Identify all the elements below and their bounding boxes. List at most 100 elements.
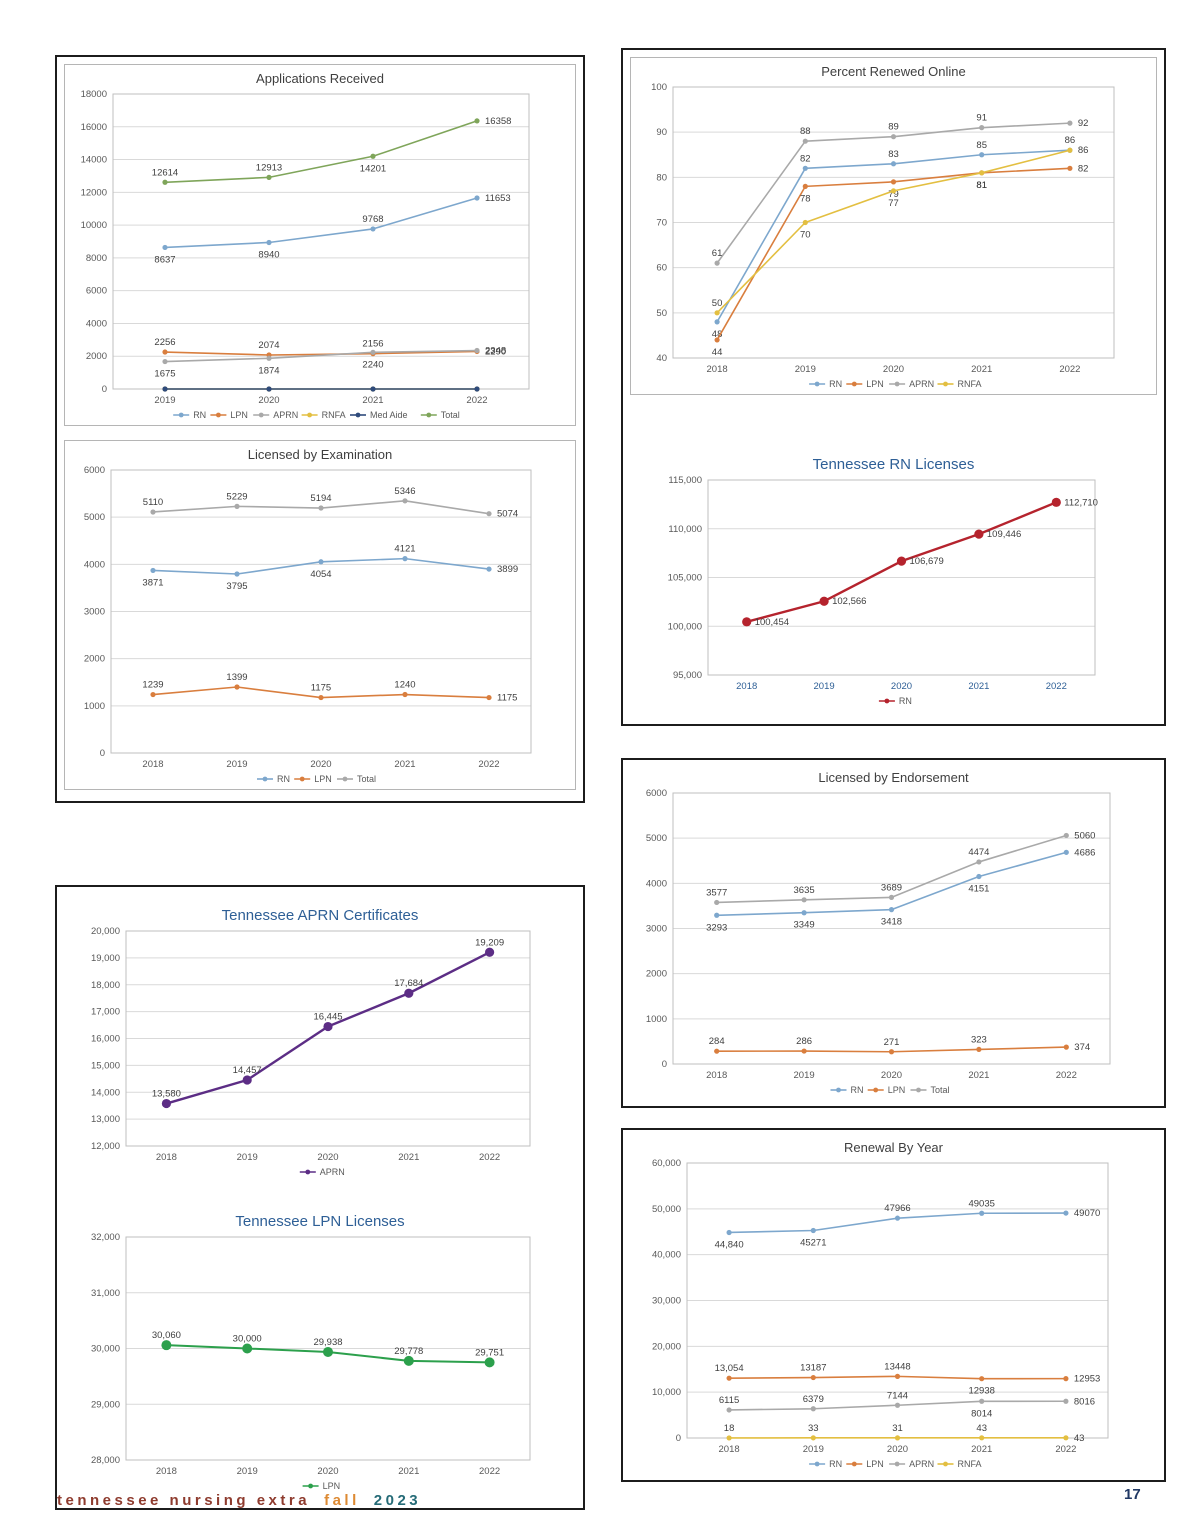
svg-text:44,840: 44,840: [715, 1239, 744, 1250]
svg-text:LPN: LPN: [314, 774, 332, 784]
svg-text:1239: 1239: [142, 680, 163, 691]
svg-text:70: 70: [800, 230, 811, 241]
svg-text:4151: 4151: [968, 884, 989, 895]
svg-text:8940: 8940: [258, 249, 279, 260]
svg-text:2022: 2022: [1055, 1444, 1076, 1455]
svg-text:2020: 2020: [317, 1152, 338, 1163]
svg-text:4000: 4000: [84, 559, 105, 570]
svg-text:2019: 2019: [795, 364, 816, 375]
svg-text:14201: 14201: [360, 163, 386, 174]
svg-text:Renewal By Year: Renewal By Year: [844, 1140, 944, 1155]
svg-text:16358: 16358: [485, 116, 511, 127]
svg-text:2022: 2022: [1056, 1070, 1077, 1081]
svg-text:3349: 3349: [794, 920, 815, 931]
svg-text:1399: 1399: [226, 672, 247, 683]
svg-text:5000: 5000: [84, 512, 105, 523]
page-number: 17: [1124, 1486, 1141, 1503]
svg-text:LPN: LPN: [866, 379, 884, 389]
svg-text:10000: 10000: [81, 220, 107, 231]
svg-text:30,000: 30,000: [233, 1334, 262, 1345]
svg-text:LPN: LPN: [323, 1481, 341, 1491]
svg-text:16,445: 16,445: [313, 1012, 342, 1023]
svg-text:16,000: 16,000: [91, 1034, 120, 1045]
svg-text:16000: 16000: [81, 122, 107, 133]
svg-text:APRN: APRN: [320, 1167, 345, 1177]
svg-text:2021: 2021: [398, 1152, 419, 1163]
svg-text:49035: 49035: [968, 1198, 994, 1209]
svg-text:4000: 4000: [86, 318, 107, 329]
svg-text:5074: 5074: [497, 509, 518, 520]
svg-text:1874: 1874: [258, 365, 279, 376]
svg-text:100,000: 100,000: [668, 621, 702, 632]
svg-text:13,000: 13,000: [91, 1114, 120, 1125]
svg-text:32,000: 32,000: [91, 1232, 120, 1243]
svg-text:106,679: 106,679: [910, 556, 944, 567]
svg-text:70: 70: [656, 218, 667, 229]
svg-text:2000: 2000: [646, 969, 667, 980]
svg-text:13187: 13187: [800, 1363, 826, 1374]
svg-text:2019: 2019: [237, 1152, 258, 1163]
chart-tennessee-aprn-certificates: Tennessee APRN Certificates 12,000 13,000 1…: [64, 900, 576, 1182]
svg-text:8014: 8014: [971, 1408, 992, 1419]
svg-text:2020: 2020: [881, 1070, 902, 1081]
svg-text:18,000: 18,000: [91, 980, 120, 991]
chart-percent-renewed-online: Percent Renewed Online 40 50 60 70 80 90 100 201…: [630, 57, 1157, 395]
svg-text:80: 80: [656, 172, 667, 183]
svg-text:5110: 5110: [143, 497, 163, 508]
panel-aprn-lpn: Tennessee APRN Certificates 12,000 13,000 1…: [55, 885, 585, 1510]
svg-text:RNFA: RNFA: [322, 410, 346, 420]
svg-text:15,000: 15,000: [91, 1060, 120, 1071]
svg-text:4474: 4474: [968, 847, 989, 858]
svg-text:29,000: 29,000: [91, 1399, 120, 1410]
svg-text:105,000: 105,000: [668, 573, 702, 584]
svg-text:3000: 3000: [84, 607, 105, 618]
svg-text:LPN: LPN: [888, 1085, 906, 1095]
svg-text:33: 33: [808, 1423, 819, 1434]
svg-text:2022: 2022: [479, 1466, 500, 1477]
svg-text:2256: 2256: [154, 337, 175, 348]
panel-renewal-by-year: Renewal By Year 0 10,000 20,000 30,000 40,000…: [621, 1128, 1166, 1482]
svg-text:3871: 3871: [142, 577, 163, 588]
svg-text:8000: 8000: [86, 253, 107, 264]
svg-text:1240: 1240: [394, 680, 415, 691]
svg-text:4054: 4054: [310, 569, 331, 580]
svg-text:2018: 2018: [142, 759, 163, 770]
svg-text:2000: 2000: [86, 351, 107, 362]
svg-text:50,000: 50,000: [652, 1204, 681, 1215]
svg-text:5060: 5060: [1074, 830, 1095, 841]
svg-text:2018: 2018: [706, 1070, 727, 1081]
svg-text:LPN: LPN: [230, 410, 248, 420]
svg-text:Tennessee LPN Licenses: Tennessee LPN Licenses: [235, 1213, 404, 1230]
svg-text:60: 60: [656, 263, 667, 274]
svg-text:RN: RN: [193, 410, 206, 420]
svg-text:83: 83: [888, 149, 899, 160]
svg-text:Tennessee RN Licenses: Tennessee RN Licenses: [813, 456, 975, 473]
svg-text:2022: 2022: [478, 759, 499, 770]
svg-text:2020: 2020: [317, 1466, 338, 1477]
svg-text:5346: 5346: [394, 486, 415, 497]
svg-text:100: 100: [651, 82, 667, 93]
svg-text:13,054: 13,054: [715, 1363, 744, 1374]
svg-text:APRN: APRN: [273, 410, 298, 420]
svg-text:2018: 2018: [707, 364, 728, 375]
svg-text:2022: 2022: [479, 1152, 500, 1163]
svg-text:2156: 2156: [362, 339, 383, 350]
svg-text:284: 284: [709, 1036, 725, 1047]
svg-text:18: 18: [724, 1423, 735, 1434]
svg-text:1175: 1175: [497, 693, 517, 704]
svg-text:2021: 2021: [968, 681, 989, 692]
chart-licensed-by-endorsement: Licensed by Endorsement 0 1000 2000 3000 4000…: [627, 764, 1160, 1100]
svg-text:4121: 4121: [394, 544, 415, 555]
svg-text:2018: 2018: [156, 1466, 177, 1477]
svg-text:20,000: 20,000: [91, 926, 120, 937]
svg-text:APRN: APRN: [909, 1459, 934, 1469]
svg-text:49070: 49070: [1074, 1208, 1100, 1219]
svg-text:19,000: 19,000: [91, 953, 120, 964]
svg-text:91: 91: [976, 113, 987, 124]
svg-text:43: 43: [1074, 1433, 1085, 1444]
svg-text:6379: 6379: [803, 1394, 824, 1405]
svg-text:RN: RN: [851, 1085, 864, 1095]
footer-text-season: fall: [324, 1492, 360, 1509]
svg-text:61: 61: [712, 248, 723, 259]
svg-text:44: 44: [712, 347, 723, 358]
